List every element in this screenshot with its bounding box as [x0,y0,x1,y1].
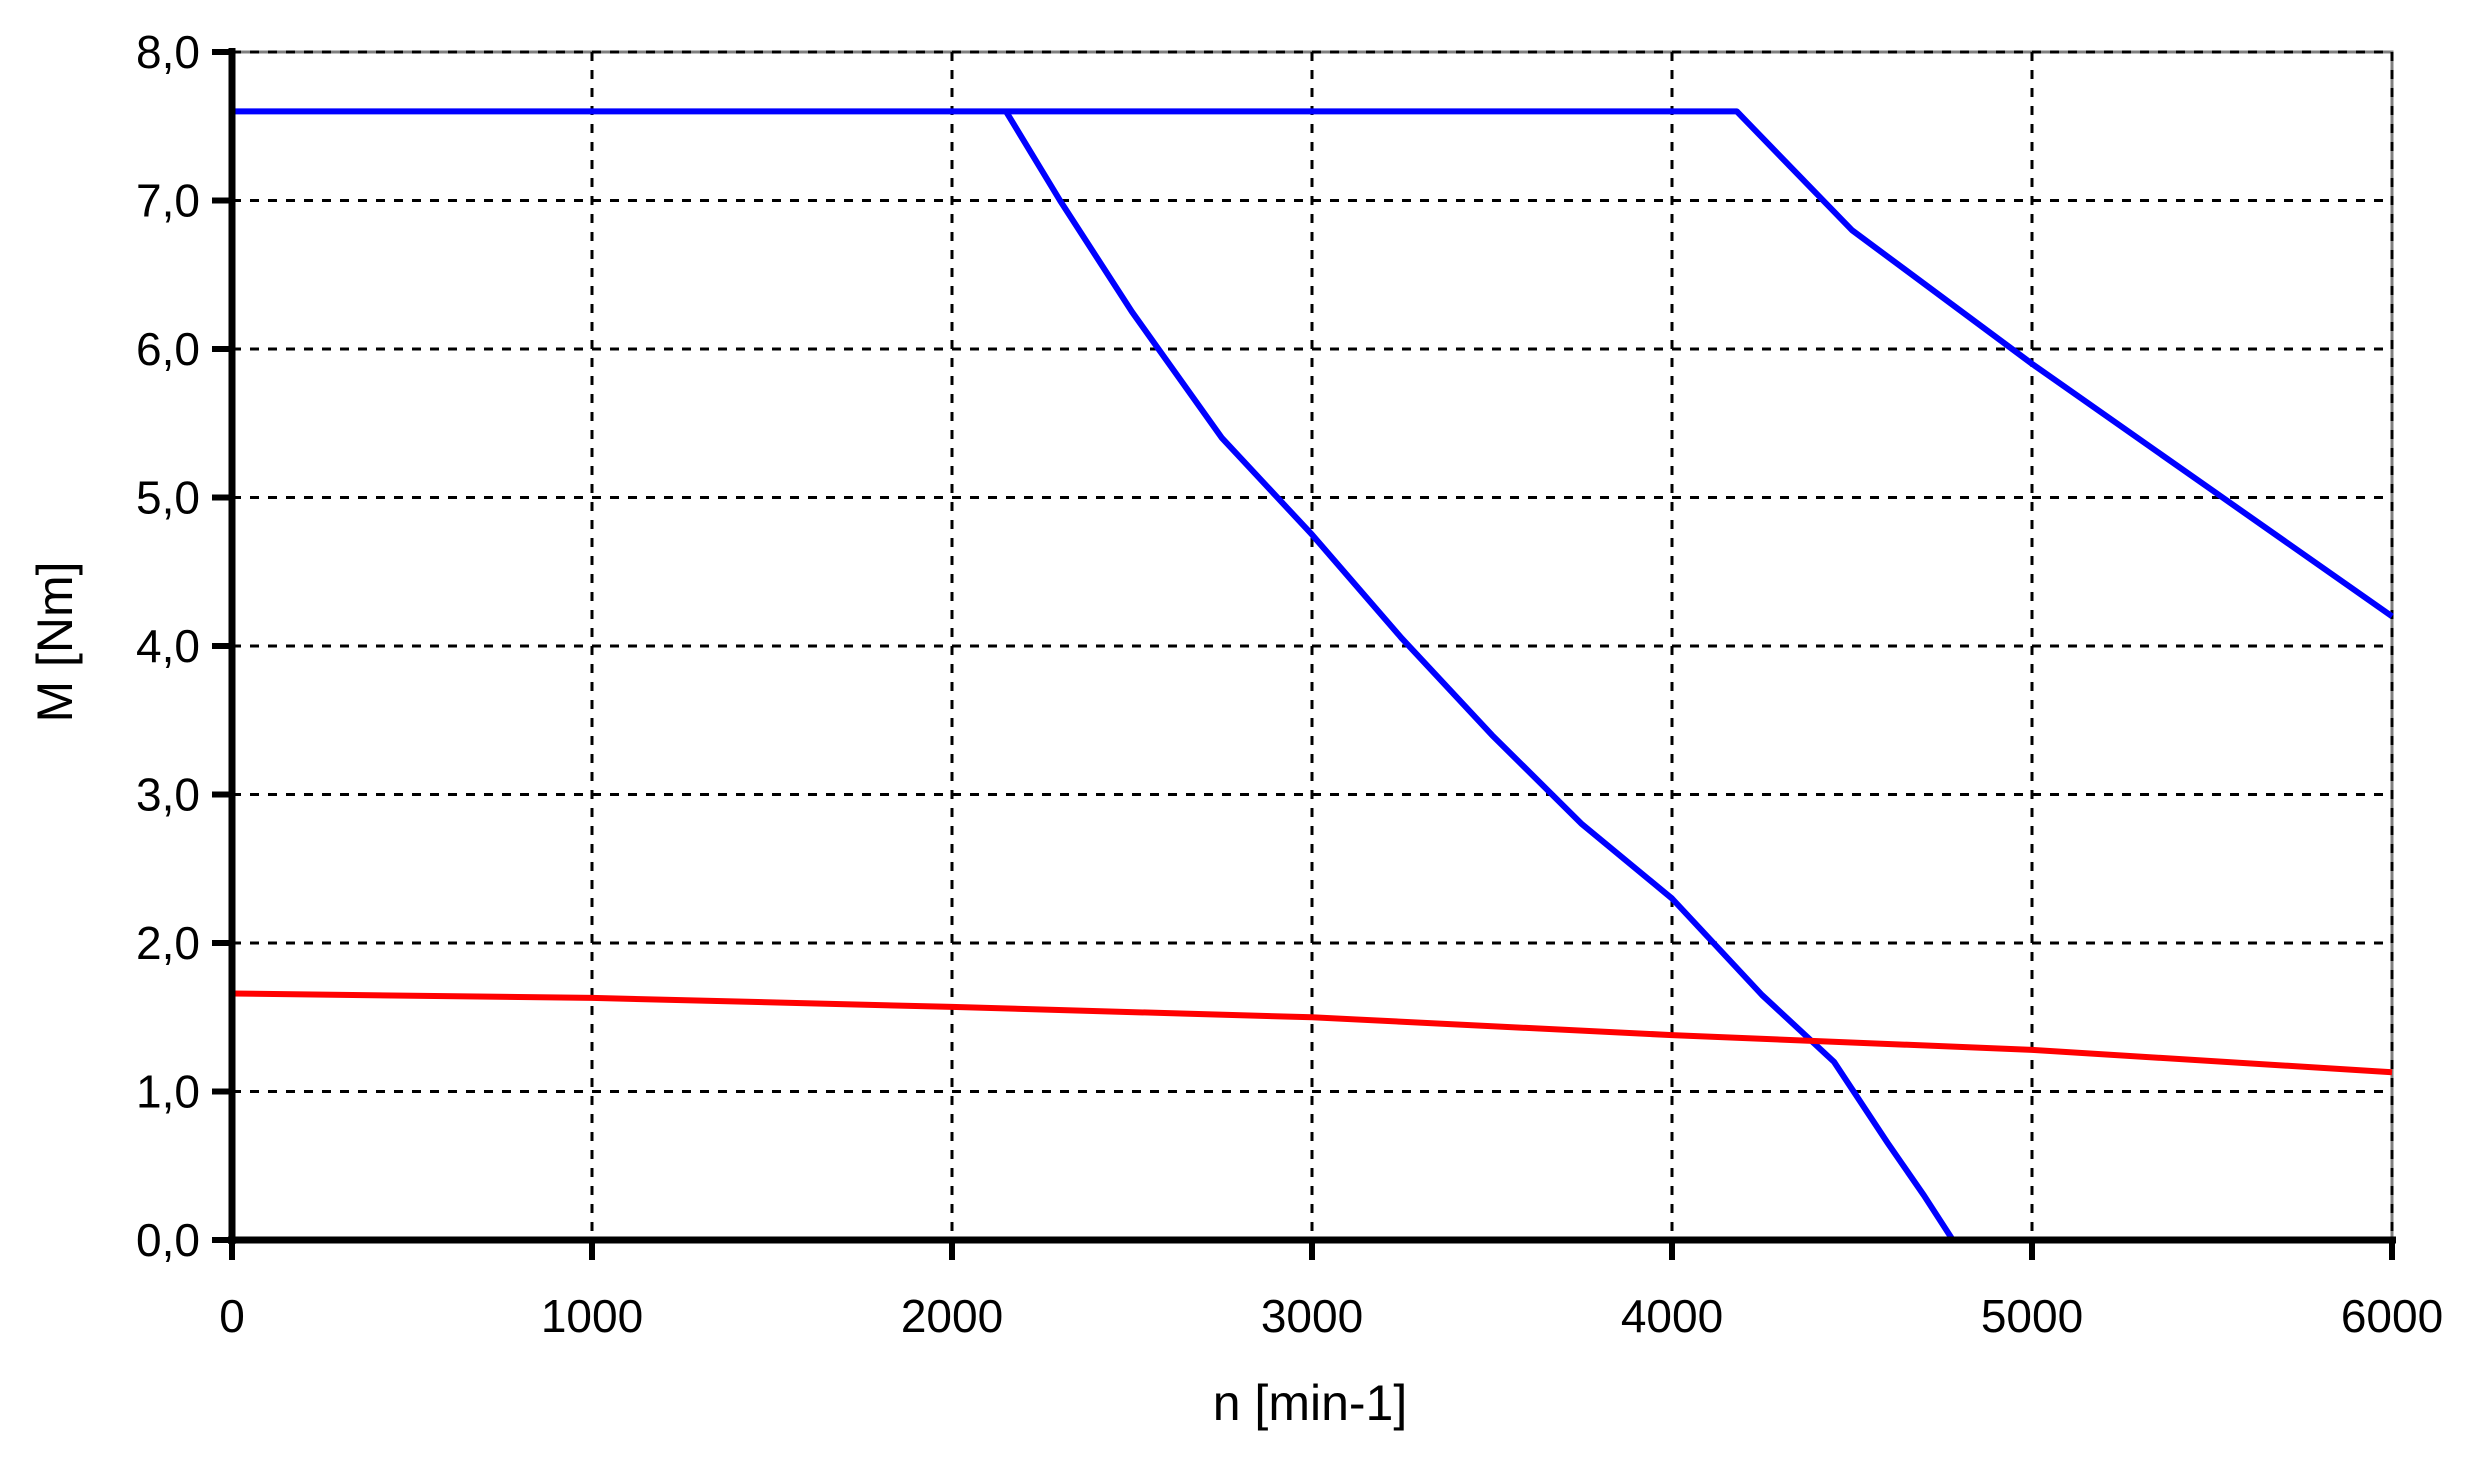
y-tick-label: 5,0 [136,472,200,524]
grid-layer [230,50,2394,1242]
y-tick-label: 8,0 [136,26,200,78]
y-tick-label: 7,0 [136,175,200,227]
y-tick-label: 3,0 [136,769,200,821]
series-line-3 [231,990,2393,1076]
x-tick-label: 0 [219,1290,245,1342]
x-tick-label: 5000 [1981,1290,2083,1342]
series-line-2 [1003,109,1956,1242]
x-tick-label: 3000 [1261,1290,1363,1342]
x-tick-label: 4000 [1621,1290,1723,1342]
series-line-1 [232,108,2394,619]
y-tick-label: 0,0 [136,1214,200,1266]
labels-layer: 0,0 1,0 2,0 3,0 4,0 5,0 6,0 7,0 8,0 0 1000 2000 3000… [136,26,2443,1342]
y-axis-title: M [Nm] [27,561,83,722]
series-layer [231,108,2394,1242]
y-tick-label: 1,0 [136,1066,200,1118]
y-tick-label: 2,0 [136,917,200,969]
x-tick-label: 6000 [2341,1290,2443,1342]
y-tick-label: 4,0 [136,620,200,672]
axes-layer [212,48,2396,1260]
x-axis-title: n [min-1] [1213,1375,1408,1431]
x-tick-label: 1000 [541,1290,643,1342]
y-tick-label: 6,0 [136,323,200,375]
x-tick-label: 2000 [901,1290,1003,1342]
